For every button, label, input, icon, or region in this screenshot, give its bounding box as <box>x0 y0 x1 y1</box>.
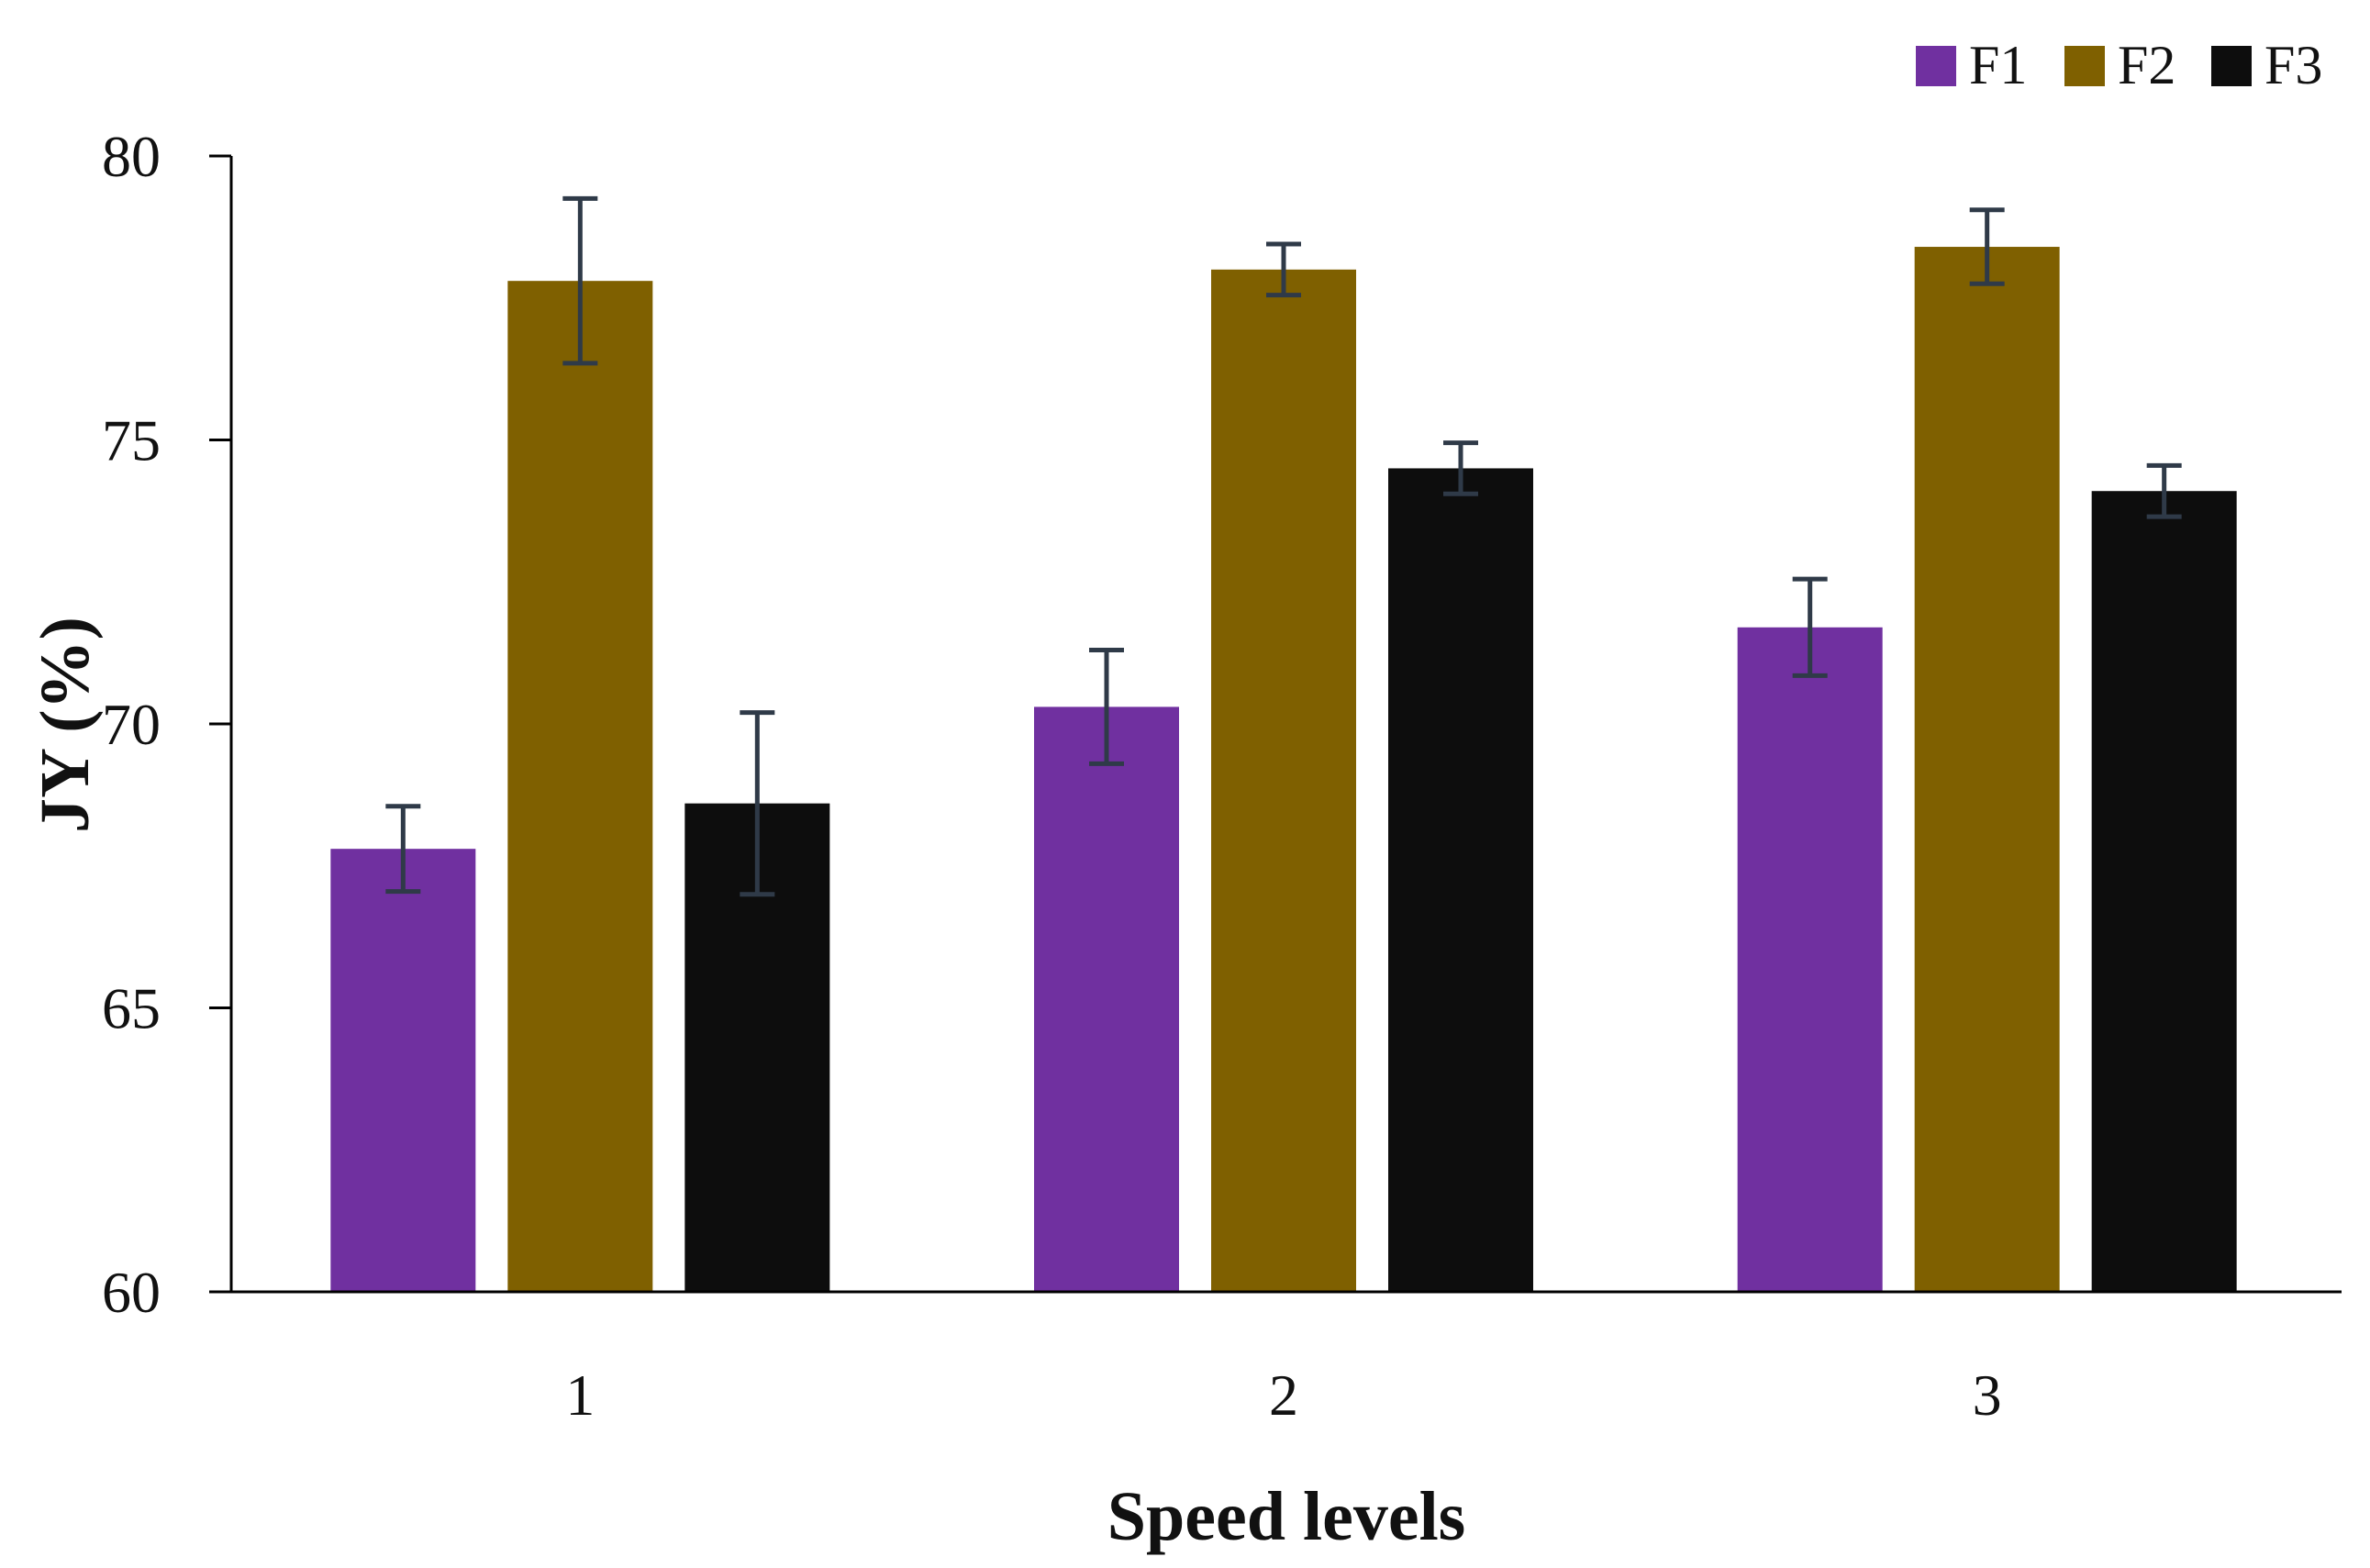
y-tick-label: 65 <box>102 976 161 1041</box>
legend-label: F3 <box>2264 35 2322 95</box>
error-bar-f1-speed-3 <box>1792 576 1828 678</box>
legend-swatch <box>2064 46 2105 86</box>
x-axis-title: Speed levels <box>1107 1478 1466 1555</box>
bars-layer <box>330 247 2237 1293</box>
y-axis-title: JY (%) <box>27 617 104 833</box>
x-tick-labels-layer: 1 2 3 <box>565 1362 2001 1428</box>
bar-f3-speed-3 <box>2091 491 2237 1292</box>
error-bar-f2-speed-2 <box>1266 241 1301 298</box>
legend-item-f2: F2 <box>2064 35 2175 95</box>
error-bar-f2-speed-3 <box>1969 207 2005 286</box>
error-bar-f1-speed-2 <box>1089 648 1124 766</box>
bar-f2-speed-3 <box>1914 247 2060 1292</box>
legend-swatch <box>1916 46 1956 86</box>
legend-label: F2 <box>2118 35 2175 95</box>
error-bar-f1-speed-1 <box>385 804 421 895</box>
x-tick-label: 3 <box>1973 1362 2002 1428</box>
y-tick-label: 70 <box>102 692 161 757</box>
error-bar-f3-speed-1 <box>740 710 775 897</box>
x-tick-label: 1 <box>565 1362 595 1428</box>
bar-f1-speed-2 <box>1034 706 1179 1292</box>
error-bar-f3-speed-3 <box>2146 462 2182 519</box>
y-tick-label: 60 <box>102 1260 161 1325</box>
legend-item-f3: F3 <box>2211 35 2322 95</box>
bar-f2-speed-2 <box>1211 269 1356 1292</box>
x-tick-label: 2 <box>1269 1362 1298 1428</box>
bar-f1-speed-3 <box>1737 627 1883 1292</box>
legend-item-f1: F1 <box>1916 35 2027 95</box>
legend: F1 F2 F3 <box>1916 35 2322 95</box>
legend-swatch <box>2211 46 2252 86</box>
bar-f2-speed-1 <box>507 281 653 1293</box>
error-bar-f3-speed-2 <box>1443 440 1478 496</box>
bar-f3-speed-2 <box>1388 468 1533 1292</box>
bar-f1-speed-1 <box>330 849 476 1292</box>
y-tick-label: 80 <box>102 124 161 189</box>
legend-label: F1 <box>1969 35 2027 95</box>
error-bars-layer <box>385 195 2182 897</box>
error-bar-f2-speed-1 <box>562 195 598 366</box>
y-tick-label: 75 <box>102 408 161 473</box>
y-ticks-layer: 60 65 70 75 80 <box>102 124 231 1325</box>
